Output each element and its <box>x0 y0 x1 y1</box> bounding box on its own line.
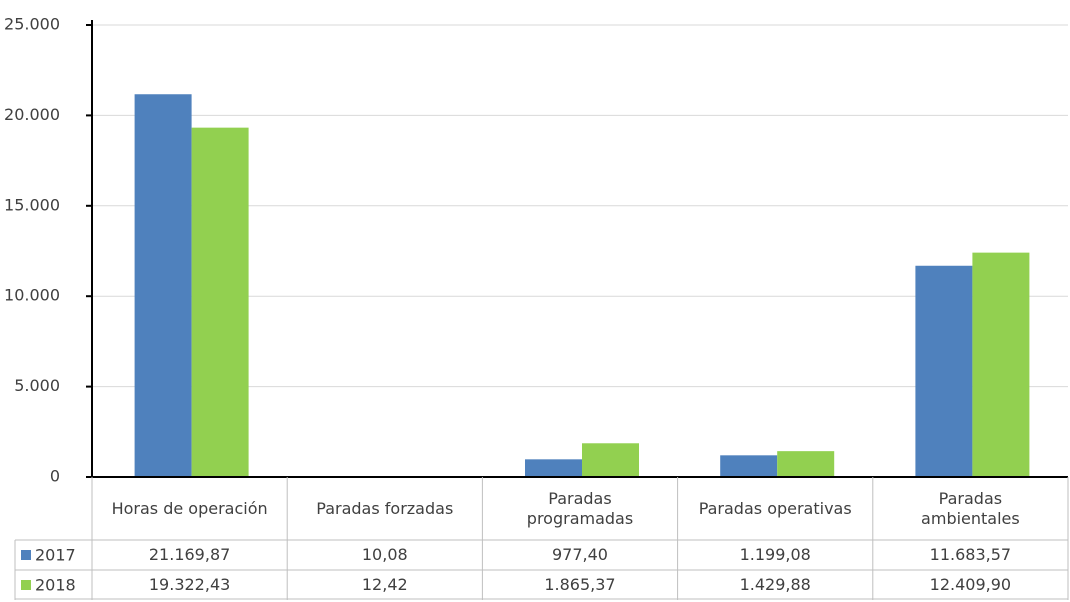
data-label-box: 12,42 <box>287 570 482 600</box>
data-label-text: 19.322,43 <box>148 575 231 595</box>
data-label-box: 11.683,57 <box>873 540 1068 570</box>
bar <box>720 455 778 477</box>
data-label: 10,08 <box>287 540 482 570</box>
category-label-box: Paradas forzadas <box>287 477 482 540</box>
data-label: 12.409,90 <box>873 570 1068 600</box>
data-label: 11.683,57 <box>873 540 1068 570</box>
bar <box>972 252 1030 477</box>
data-label-box: 21.169,87 <box>92 540 287 570</box>
category-label-text: Paradas operativas <box>698 498 852 518</box>
category-label: Paradas ambientales <box>873 477 1068 540</box>
y-tick-label: 15.000 <box>4 195 60 214</box>
category-label: Paradas programadas <box>482 477 677 540</box>
y-tick-label: 20.000 <box>4 105 60 124</box>
category-label-box: Paradas programadas <box>482 477 677 540</box>
data-label-text: 1.865,37 <box>544 575 616 595</box>
category-label-box: Paradas ambientales <box>873 477 1068 540</box>
y-tick-label: 0 <box>50 467 60 486</box>
bar <box>915 265 973 477</box>
legend-label: 2017 <box>35 546 76 565</box>
data-label: 1.429,88 <box>678 570 873 600</box>
data-label-text: 10,08 <box>361 545 408 565</box>
bar <box>525 459 582 477</box>
bar <box>582 443 639 477</box>
data-label-text: 12.409,90 <box>929 575 1012 595</box>
data-label: 977,40 <box>482 540 677 570</box>
category-label-text: Horas de operación <box>111 498 268 518</box>
category-label: Paradas operativas <box>678 477 873 540</box>
data-label-text: 11.683,57 <box>929 545 1012 565</box>
category-label: Horas de operación <box>92 477 287 540</box>
data-label-text: 21.169,87 <box>148 545 231 565</box>
category-label-text: Paradas programadas <box>526 489 634 528</box>
data-label: 19.322,43 <box>92 570 287 600</box>
bar <box>777 451 835 477</box>
bar <box>191 127 249 478</box>
data-label: 21.169,87 <box>92 540 287 570</box>
data-label-box: 19.322,43 <box>92 570 287 600</box>
y-tick-label: 25.000 <box>4 15 60 34</box>
legend-label: 2018 <box>35 576 76 595</box>
category-label-box: Paradas operativas <box>678 477 873 540</box>
data-label: 1.865,37 <box>482 570 677 600</box>
category-label: Paradas forzadas <box>287 477 482 540</box>
data-label-text: 1.199,08 <box>739 545 811 565</box>
category-label-text: Paradas forzadas <box>316 498 454 518</box>
legend-swatch <box>21 580 31 590</box>
data-label-box: 1.199,08 <box>678 540 873 570</box>
data-label-box: 1.865,37 <box>482 570 677 600</box>
data-label-box: 1.429,88 <box>678 570 873 600</box>
data-label-box: 12.409,90 <box>873 570 1068 600</box>
data-label-box: 977,40 <box>482 540 677 570</box>
data-label-text: 1.429,88 <box>739 575 811 595</box>
category-label-box: Horas de operación <box>92 477 287 540</box>
data-label-text: 12,42 <box>361 575 408 595</box>
data-label-box: 10,08 <box>287 540 482 570</box>
category-label-text: Paradas ambientales <box>921 489 1020 528</box>
data-label-text: 977,40 <box>551 545 608 565</box>
y-tick-label: 5.000 <box>14 376 60 395</box>
legend-swatch <box>21 550 31 560</box>
bar <box>134 94 192 477</box>
data-label: 1.199,08 <box>678 540 873 570</box>
y-tick-label: 10.000 <box>4 286 60 305</box>
data-label: 12,42 <box>287 570 482 600</box>
